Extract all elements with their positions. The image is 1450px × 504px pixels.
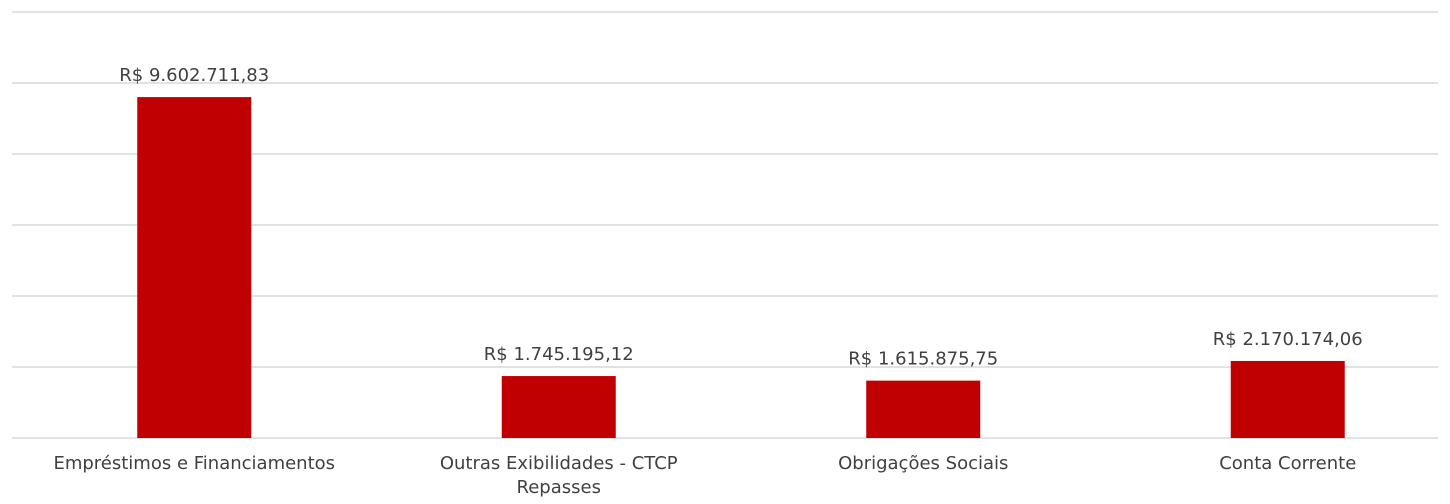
bar [1230,360,1345,438]
data-label: R$ 1.615.875,75 [848,349,998,370]
bar [866,380,981,438]
bar [137,97,252,438]
data-label: R$ 9.602.711,83 [119,65,269,86]
data-label: R$ 1.745.195,12 [484,344,634,365]
x-tick-label: Conta Corrente [1219,453,1357,474]
bar [501,376,616,438]
x-tick-label: Obrigações Sociais [838,453,1009,474]
x-tick-label: Outras Exibilidades - CTCP Repasses [439,453,678,498]
data-label: R$ 2.170.174,06 [1213,329,1363,350]
x-tick-label: Empréstimos e Financiamentos [53,453,336,474]
